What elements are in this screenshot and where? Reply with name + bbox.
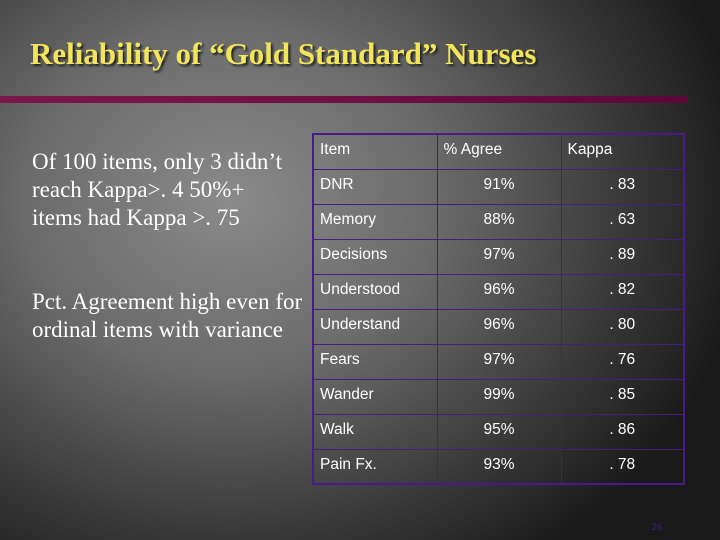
kappa-cell: . 63 xyxy=(560,203,685,240)
table-row: Decisions 97%. 89 xyxy=(312,238,685,275)
kappa-cell: . 83 xyxy=(560,168,685,205)
table-row: Understand 96%. 80 xyxy=(312,308,685,345)
page-number: 26 xyxy=(652,522,663,532)
item-cell: Understood xyxy=(312,273,438,310)
slide-title: Reliability of “Gold Standard” Nurses xyxy=(30,36,537,71)
kappa-cell: . 85 xyxy=(560,378,685,415)
agree-cell: 99% xyxy=(436,378,562,415)
item-cell: Memory xyxy=(312,203,438,240)
agree-cell: 91% xyxy=(436,168,562,205)
bullet-text: Of 100 items, only 3 didn’t reach Kappa>… xyxy=(32,149,283,230)
kappa-cell: . 86 xyxy=(560,413,685,450)
header-agree: % Agree xyxy=(436,133,562,170)
table-row: Pain Fx. 93%. 78 xyxy=(312,448,685,485)
item-cell: Walk xyxy=(312,413,438,450)
agree-cell: 88% xyxy=(436,203,562,240)
kappa-cell: . 80 xyxy=(560,308,685,345)
item-cell: Understand xyxy=(312,308,438,345)
table-row: Fears 97%. 76 xyxy=(312,343,685,380)
table-row: Wander 99%. 85 xyxy=(312,378,685,415)
agree-cell: 93% xyxy=(436,448,562,485)
table-row: Memory 88%. 63 xyxy=(312,203,685,240)
table-row: DNR 91%. 83 xyxy=(312,168,685,205)
item-cell: Wander xyxy=(312,378,438,415)
table-header-row: Item % Agree Kappa xyxy=(312,133,685,170)
item-cell: Pain Fx. xyxy=(312,448,438,485)
table-row: Understood 96%. 82 xyxy=(312,273,685,310)
agree-cell: 97% xyxy=(436,343,562,380)
item-cell: Decisions xyxy=(312,238,438,275)
agree-cell: 96% xyxy=(436,273,562,310)
agree-cell: 97% xyxy=(436,238,562,275)
agree-cell: 95% xyxy=(436,413,562,450)
kappa-cell: . 89 xyxy=(560,238,685,275)
bullet-text: Pct. Agreement high even for ordinal ite… xyxy=(32,289,303,342)
kappa-cell: . 78 xyxy=(560,448,685,485)
agree-cell: 96% xyxy=(436,308,562,345)
reliability-table: Item % Agree Kappa DNR 91%. 83 Memory 88%. … xyxy=(312,133,685,485)
header-item: Item xyxy=(312,133,438,170)
item-cell: DNR xyxy=(312,168,438,205)
item-cell: Fears xyxy=(312,343,438,380)
kappa-cell: . 82 xyxy=(560,273,685,310)
header-kappa: Kappa xyxy=(560,133,685,170)
table-row: Walk 95%. 86 xyxy=(312,413,685,450)
title-divider xyxy=(0,96,688,103)
kappa-cell: . 76 xyxy=(560,343,685,380)
